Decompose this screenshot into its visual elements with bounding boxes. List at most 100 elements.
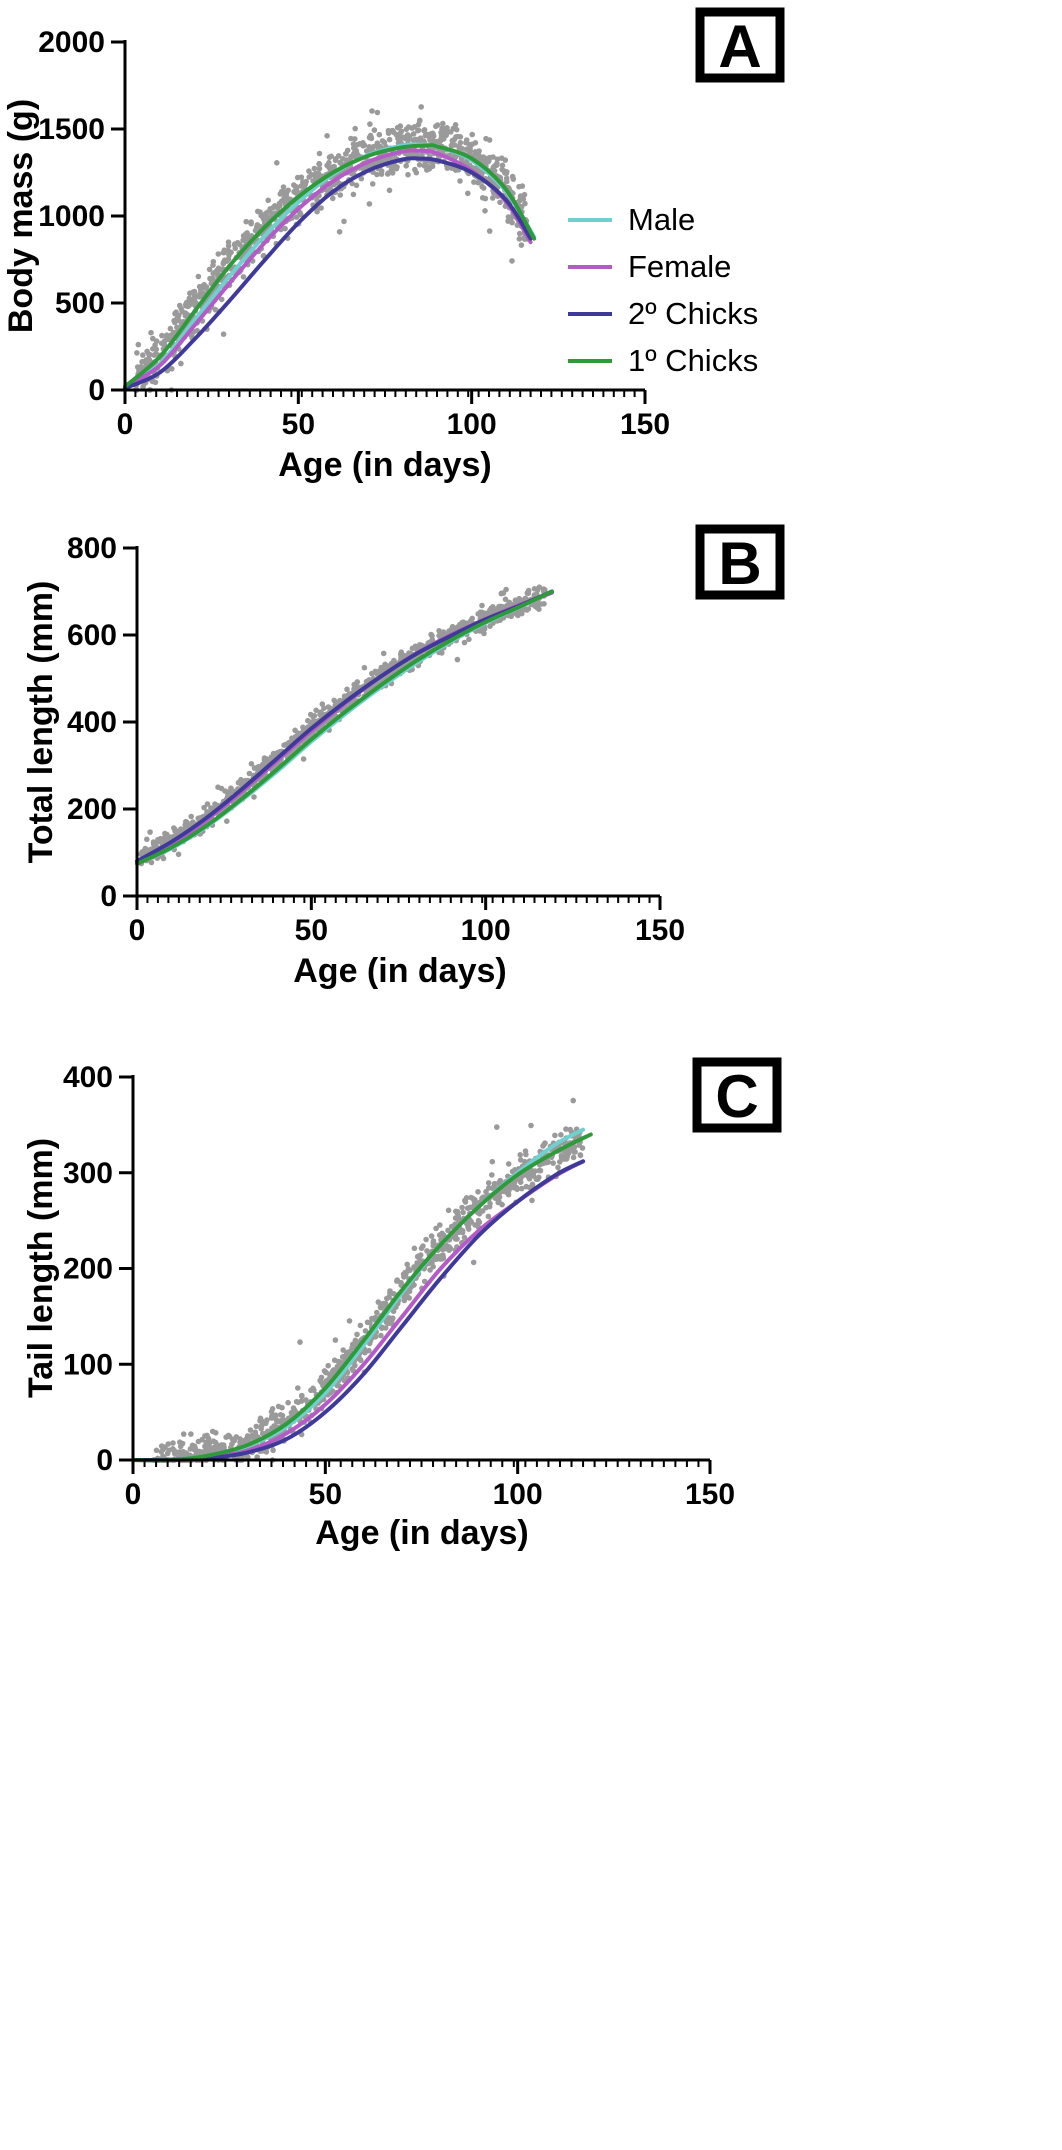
data-point-b bbox=[354, 679, 361, 685]
data-point-c bbox=[464, 1205, 471, 1211]
data-point-a bbox=[457, 178, 463, 184]
data-point-a bbox=[316, 150, 323, 157]
data-point-a bbox=[262, 218, 268, 224]
data-point-a bbox=[465, 190, 471, 197]
data-point-c bbox=[505, 1161, 512, 1167]
data-point-c bbox=[468, 1194, 474, 1201]
data-point-b bbox=[373, 670, 380, 676]
data-point-c bbox=[470, 1259, 477, 1266]
data-point-b bbox=[477, 609, 484, 615]
data-point-a bbox=[194, 327, 200, 334]
data-point-c bbox=[511, 1180, 518, 1186]
data-point-a bbox=[469, 131, 476, 138]
x-tick-label-c: 150 bbox=[685, 1478, 735, 1511]
data-point-a bbox=[439, 125, 446, 131]
data-point-a bbox=[440, 136, 447, 142]
data-point-b bbox=[457, 621, 463, 628]
legend-label-1-chicks: 1º Chicks bbox=[628, 343, 758, 378]
data-point-c bbox=[177, 1443, 184, 1450]
x-tick-label-a: 150 bbox=[620, 408, 670, 441]
y-tick-label-b: 200 bbox=[67, 793, 117, 826]
data-point-b bbox=[204, 801, 211, 807]
x-tick-label-b: 0 bbox=[129, 914, 146, 947]
data-point-a bbox=[486, 228, 493, 234]
data-point-c bbox=[352, 1362, 358, 1369]
data-point-c bbox=[252, 1429, 259, 1436]
data-point-c bbox=[191, 1447, 198, 1453]
y-axis-title-b: Total length (mm) bbox=[22, 581, 60, 864]
data-point-c bbox=[340, 1347, 347, 1353]
data-point-b bbox=[175, 851, 182, 858]
data-point-c bbox=[489, 1172, 495, 1178]
data-point-a bbox=[521, 191, 528, 198]
data-point-a bbox=[457, 134, 464, 140]
data-point-a bbox=[174, 324, 180, 331]
data-point-c bbox=[170, 1446, 176, 1452]
axes-b: 0 50 100 150 0 200 400 600 800 bbox=[67, 532, 685, 947]
x-tick-label-c: 0 bbox=[125, 1478, 142, 1511]
data-point-c bbox=[374, 1309, 380, 1316]
data-point-b bbox=[182, 822, 188, 828]
data-point-c bbox=[401, 1297, 408, 1304]
data-point-c bbox=[253, 1423, 260, 1430]
data-point-b bbox=[188, 813, 194, 820]
data-point-c bbox=[165, 1441, 172, 1447]
data-point-c bbox=[354, 1331, 360, 1338]
data-point-c bbox=[325, 1362, 332, 1369]
data-point-c bbox=[357, 1356, 364, 1363]
data-point-c bbox=[570, 1154, 577, 1161]
data-point-b bbox=[412, 643, 419, 650]
data-point-b bbox=[363, 678, 370, 685]
data-point-c bbox=[504, 1186, 511, 1193]
x-tick-label-c: 100 bbox=[493, 1478, 543, 1511]
data-point-b bbox=[487, 623, 493, 629]
data-point-c bbox=[212, 1444, 218, 1451]
data-point-b bbox=[449, 626, 455, 633]
data-point-b bbox=[361, 664, 368, 671]
data-point-a bbox=[291, 189, 298, 195]
data-point-b bbox=[148, 859, 155, 866]
data-point-a bbox=[504, 178, 510, 185]
data-point-b bbox=[481, 630, 487, 637]
data-point-a bbox=[159, 332, 165, 339]
data-point-a bbox=[220, 331, 227, 338]
data-point-a bbox=[254, 222, 261, 228]
data-point-c bbox=[180, 1431, 187, 1437]
data-point-b bbox=[483, 610, 490, 617]
data-point-a bbox=[385, 170, 392, 176]
data-point-a bbox=[336, 229, 343, 235]
data-point-c bbox=[386, 1315, 393, 1321]
data-point-b bbox=[144, 836, 150, 843]
data-point-a bbox=[409, 125, 416, 131]
data-point-c bbox=[269, 1425, 275, 1431]
data-point-c bbox=[357, 1322, 364, 1329]
data-point-a bbox=[318, 205, 324, 211]
data-point-c bbox=[329, 1371, 335, 1378]
data-point-a bbox=[282, 225, 288, 232]
x-tick-label-a: 50 bbox=[282, 408, 315, 441]
data-point-a bbox=[505, 218, 511, 224]
data-point-a bbox=[153, 338, 160, 345]
data-point-a bbox=[505, 214, 512, 220]
data-point-c bbox=[558, 1132, 564, 1138]
data-point-c bbox=[264, 1417, 270, 1423]
data-point-a bbox=[138, 365, 145, 371]
data-point-c bbox=[423, 1236, 429, 1243]
data-point-a bbox=[398, 128, 405, 135]
data-point-a bbox=[278, 188, 285, 195]
data-point-c bbox=[210, 1438, 217, 1444]
data-point-a bbox=[171, 317, 177, 324]
y-axis-title-a: Body mass (g) bbox=[2, 99, 40, 333]
data-point-c bbox=[303, 1397, 309, 1403]
x-tick-label-b: 150 bbox=[635, 914, 685, 947]
data-point-c bbox=[528, 1122, 534, 1129]
data-point-c bbox=[420, 1243, 426, 1249]
data-point-a bbox=[374, 109, 381, 116]
data-point-b bbox=[461, 639, 468, 646]
data-point-c bbox=[390, 1308, 397, 1315]
data-point-a bbox=[518, 242, 525, 248]
data-point-c bbox=[536, 1167, 542, 1174]
data-point-a bbox=[274, 160, 280, 166]
legend-a: Male Female 2º Chicks 1º Chicks bbox=[568, 202, 758, 378]
data-point-c bbox=[199, 1436, 205, 1443]
